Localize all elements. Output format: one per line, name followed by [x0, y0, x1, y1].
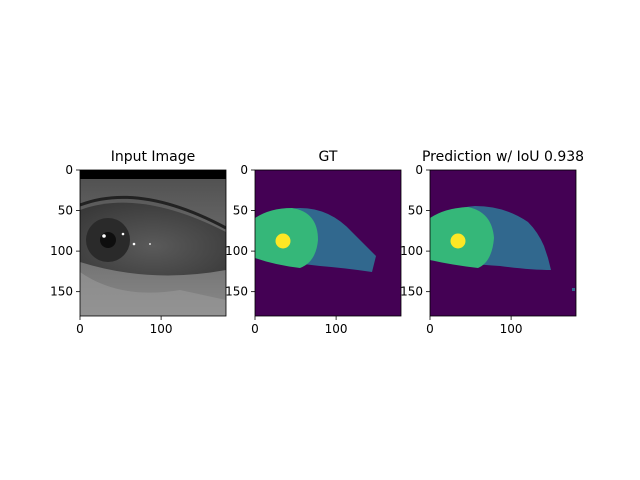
pupil [100, 232, 116, 248]
gt-mask [255, 170, 401, 316]
axes-frame [79, 169, 227, 317]
y-tick-label: 150 [225, 285, 248, 299]
y-tick-label: 50 [233, 204, 248, 218]
prediction-mask [430, 170, 576, 316]
input-image-panel: Input Image 0 100 0 50 100 150 [50, 149, 227, 336]
y-tick-label: 100 [225, 244, 248, 258]
axes-ticks: 0 100 0 50 100 150 [400, 163, 522, 336]
axes-frame [254, 169, 402, 317]
panel-title: Input Image [111, 149, 196, 165]
eye-image [80, 170, 226, 316]
sclera-speck [572, 288, 575, 291]
pupil-class [450, 233, 466, 249]
lower-skin [80, 272, 226, 316]
y-tick-label: 100 [50, 244, 73, 258]
y-tick-label: 0 [65, 163, 73, 177]
x-tick-label: 100 [325, 322, 348, 336]
panel-title: GT [319, 149, 338, 165]
x-tick-label: 0 [426, 322, 434, 336]
axes-ticks: 0 100 0 50 100 150 [50, 163, 172, 336]
y-tick-label: 50 [408, 204, 423, 218]
x-tick-label: 100 [150, 322, 173, 336]
gt-panel: GT 0 100 0 50 100 150 [225, 149, 402, 336]
y-tick-label: 0 [240, 163, 248, 177]
panel-title: Prediction w/ IoU 0.938 [422, 149, 584, 165]
eyelashes [80, 195, 226, 230]
glint [132, 242, 136, 246]
y-tick-label: 50 [58, 204, 73, 218]
image-top-band [80, 170, 226, 179]
glint [121, 232, 125, 236]
x-tick-label: 0 [251, 322, 259, 336]
x-tick-label: 0 [76, 322, 84, 336]
axes-frame [429, 169, 577, 317]
glint [149, 243, 151, 245]
x-tick-label: 100 [500, 322, 523, 336]
axes-ticks: 0 100 0 50 100 150 [225, 163, 347, 336]
y-tick-label: 150 [50, 285, 73, 299]
prediction-panel: Prediction w/ IoU 0.938 0 100 0 50 100 150 [400, 149, 584, 336]
glint [102, 234, 106, 238]
pupil-class [275, 233, 291, 249]
y-tick-label: 0 [415, 163, 423, 177]
y-tick-label: 100 [400, 244, 423, 258]
y-tick-label: 150 [400, 285, 423, 299]
